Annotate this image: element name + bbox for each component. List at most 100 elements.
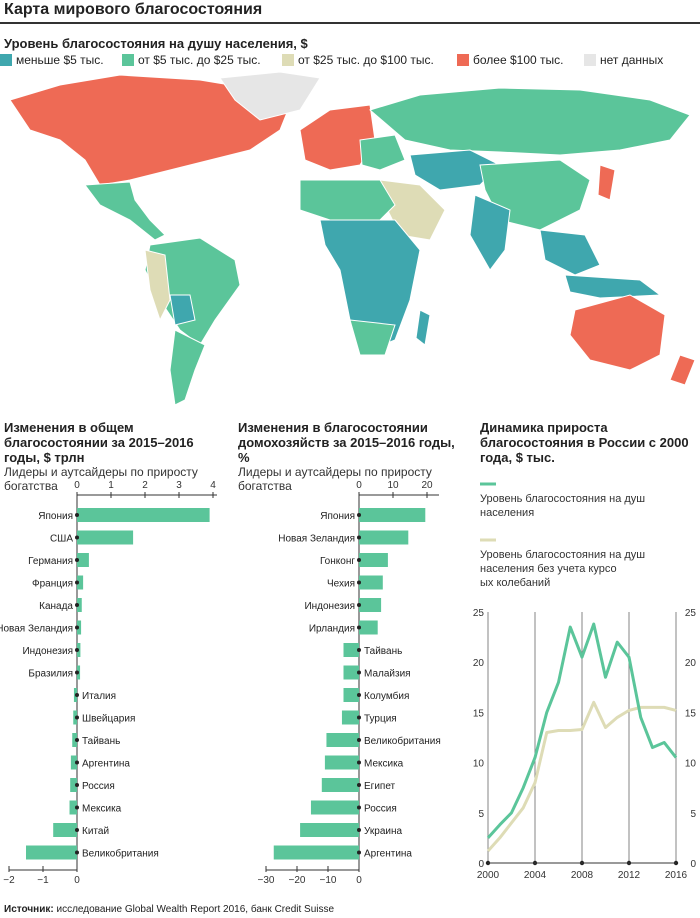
category-label: Мексика: [82, 804, 122, 815]
category-label: Германия: [28, 556, 73, 567]
bar: [70, 755, 77, 770]
x-tick-label: 2016: [665, 870, 688, 881]
map-legend-item: нет данных: [584, 52, 663, 68]
map-region-bolivia: [169, 294, 196, 326]
bar-zero-dot: [357, 715, 361, 720]
bar: [77, 575, 84, 590]
series-line: [486, 622, 678, 839]
bar-zero-dot: [357, 648, 361, 652]
bar-zero-dot: [357, 783, 361, 787]
bar: [70, 778, 77, 792]
legend-label: от $25 тыс. до $100 тыс.: [298, 53, 434, 67]
tick-label-top: 1: [108, 480, 114, 491]
chart2-header: Изменения в благосостоянии домохозяйств …: [238, 420, 463, 493]
bar: [341, 710, 359, 725]
map-region-madagascar: [415, 309, 431, 346]
bar-zero-dot: [75, 783, 79, 787]
tick-label-top: 20: [421, 480, 433, 491]
bar-zero-dot: [357, 558, 361, 562]
legend-label: нет данных: [600, 53, 664, 67]
legend-label: более $100 тыс.: [473, 53, 564, 67]
page-title: Карта мирового благосостояния: [4, 1, 263, 18]
bar: [343, 643, 359, 657]
y-tick-label-right: 15: [685, 708, 697, 719]
bar: [359, 508, 426, 522]
map-region-russia: [368, 87, 691, 156]
category-label: Канада: [39, 601, 73, 612]
category-label: Ирландия: [309, 624, 355, 635]
map-region-central-america: [84, 181, 166, 241]
title-divider: [0, 22, 700, 24]
bar-zero-dot: [357, 535, 361, 540]
bar-zero-dot: [357, 513, 361, 517]
map-region-north-africa: [299, 179, 396, 221]
chart-total-wealth: 0 1 2 3 4 −2 −1 0 Япония США Германия Франция Канада…: [0, 480, 217, 886]
bar: [273, 845, 359, 860]
map-region-south-asia: [469, 194, 511, 271]
category-label: Тайвань: [82, 736, 120, 747]
legend-label-2c: ых колебаний: [480, 577, 550, 589]
category-label: США: [50, 534, 73, 545]
map-title: Уровень благосостояния на душу населения…: [4, 36, 308, 51]
bar-zero-dot: [357, 828, 361, 832]
legend-label-2: Уровень благосостояния на душ: [480, 549, 645, 561]
source-text: исследование Global Wealth Report 2016, …: [56, 904, 335, 915]
legend-label-1: Уровень благосостояния на душ: [480, 493, 645, 505]
bar: [326, 733, 359, 747]
bar-zero-dot: [75, 648, 79, 652]
y-tick-label-right: 10: [685, 759, 697, 770]
legend-swatch: [584, 54, 596, 66]
category-label: Япония: [38, 511, 73, 522]
bar: [77, 598, 82, 612]
y-tick-label-right: 5: [690, 809, 696, 820]
x-tick-label: 2000: [477, 870, 500, 881]
bar-zero-dot: [357, 738, 361, 742]
category-label: Швейцария: [82, 714, 135, 725]
chart1-header: Изменения в общем благосостоянии за 2015…: [4, 420, 229, 493]
tick-label-top: 3: [176, 480, 182, 491]
y-tick-label-left: 0: [478, 859, 484, 870]
bar: [359, 598, 382, 612]
bar: [77, 530, 134, 545]
bar-zero-dot: [357, 760, 361, 765]
map-region-southeast-asia: [539, 229, 601, 276]
tick-label-bottom: −30: [258, 875, 275, 886]
bar: [310, 800, 359, 815]
tick-label-top: 4: [210, 480, 216, 491]
bar: [300, 823, 359, 837]
map-region-southern-africa: [349, 319, 396, 356]
bar: [77, 620, 82, 635]
bar-zero-dot: [75, 738, 79, 742]
bar: [77, 508, 210, 522]
y-tick-label-right: 20: [685, 658, 697, 669]
y-tick-label-left: 15: [473, 708, 485, 719]
legend-label-2b: населения без учета курсо: [480, 563, 617, 575]
tick-label-bottom: 0: [356, 875, 362, 886]
bar: [321, 778, 359, 792]
tick-label-bottom: 0: [74, 875, 80, 886]
bar-zero-dot: [75, 760, 79, 765]
bar-zero-dot: [75, 828, 79, 832]
category-label: Новая Зеландия: [278, 534, 355, 545]
map-region-central-asia: [409, 149, 501, 191]
map-region-south-america-south: [169, 329, 206, 406]
category-label: Турция: [364, 714, 397, 725]
legend-swatch: [282, 54, 294, 66]
map-region-japan: [597, 164, 616, 201]
legend-swatch: [122, 54, 134, 66]
map-region-eastern-europe: [359, 134, 406, 171]
category-label: Аргентина: [364, 849, 412, 860]
category-label: Малайзия: [364, 669, 411, 680]
map-legend-item: от $25 тыс. до $100 тыс.: [282, 52, 434, 68]
bar-zero-dot: [357, 850, 361, 855]
tick-label-top: 0: [74, 480, 80, 491]
bar: [343, 665, 359, 680]
bar-zero-dot: [75, 513, 79, 517]
category-label: Новая Зеландия: [0, 624, 73, 635]
map-region-north-america: [9, 74, 291, 186]
category-label: Тайвань: [364, 646, 402, 657]
bar: [359, 553, 388, 567]
y-tick-label-left: 10: [473, 759, 485, 770]
bar-zero-dot: [75, 603, 79, 607]
category-label: Гонконг: [320, 556, 355, 567]
